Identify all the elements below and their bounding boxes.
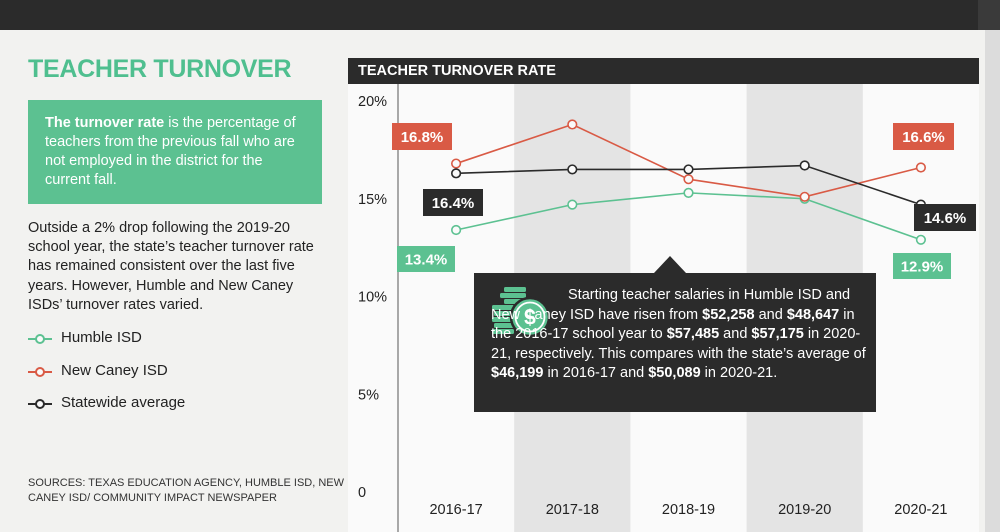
y-tick-label: 5% bbox=[358, 387, 379, 403]
value-tag-box bbox=[392, 123, 452, 150]
page-title: TEACHER TURNOVER bbox=[28, 55, 292, 83]
callout-text-segment: in 2016-17 and bbox=[543, 365, 649, 381]
callout-text-segment: Starting teacher salaries in Humble ISD … bbox=[491, 287, 851, 323]
callout-figure: $57,175 bbox=[751, 326, 804, 342]
x-tick-label: 2016-17 bbox=[429, 502, 482, 518]
callout-text-segment: in 2020-21, respectively. This compares … bbox=[491, 326, 866, 362]
value-tag-box bbox=[893, 253, 951, 279]
data-point bbox=[683, 174, 694, 185]
value-tag-label: 16.8% bbox=[401, 129, 444, 146]
data-point bbox=[915, 234, 927, 245]
data-point bbox=[567, 119, 578, 130]
value-tag-box bbox=[893, 123, 954, 150]
value-tag-label: 13.4% bbox=[405, 252, 448, 269]
x-tick-label: 2018-19 bbox=[662, 502, 715, 518]
data-point bbox=[451, 168, 462, 179]
callout-figure: $46,199 bbox=[491, 365, 544, 381]
data-point bbox=[799, 160, 810, 171]
value-tag-label: 14.6% bbox=[924, 210, 967, 227]
top-bar bbox=[0, 0, 1000, 30]
data-point bbox=[451, 224, 462, 236]
callout-text-segment: in 2020-21. bbox=[700, 365, 778, 381]
callout-figure: $48,647 bbox=[786, 306, 840, 323]
top-bar-stub bbox=[978, 0, 1000, 30]
definition-term: The turnover rate bbox=[45, 115, 165, 131]
data-point bbox=[799, 191, 810, 202]
intro-text: Outside a 2% drop following the 2019-20 … bbox=[28, 220, 314, 313]
callout-pointer bbox=[654, 256, 686, 273]
x-tick-label: 2020-21 bbox=[894, 502, 947, 518]
data-point bbox=[451, 158, 462, 169]
value-tag-box bbox=[423, 189, 483, 216]
money-icon: $ bbox=[492, 287, 550, 338]
callout-figure: $52,258 bbox=[702, 306, 755, 323]
y-tick-label: 20% bbox=[358, 94, 387, 110]
value-tag-label: 12.9% bbox=[901, 259, 944, 276]
svg-text:$: $ bbox=[524, 307, 536, 330]
callout-text-segment: in the 2016-17 school year to bbox=[491, 306, 855, 343]
callout-figure: $57,485 bbox=[666, 326, 720, 342]
data-point bbox=[683, 164, 694, 175]
legend-label-statewide: Statewide average bbox=[61, 394, 186, 411]
value-tag-label: 16.4% bbox=[432, 195, 475, 212]
chart-title: TEACHER TURNOVER RATE bbox=[348, 58, 979, 84]
callout-figure: $50,089 bbox=[648, 365, 701, 381]
legend-marker-statewide bbox=[28, 399, 52, 409]
value-tag-box bbox=[914, 204, 976, 231]
value-tag-box bbox=[397, 246, 455, 272]
data-point bbox=[567, 164, 578, 175]
y-tick-label: 10% bbox=[358, 290, 387, 306]
data-point bbox=[567, 199, 578, 210]
data-point bbox=[915, 162, 927, 173]
callout-text: Starting teacher salaries in Humble ISD … bbox=[491, 286, 867, 384]
value-tag-label: 16.6% bbox=[902, 129, 945, 146]
callout-text-segment: and bbox=[754, 306, 787, 323]
x-tick-label: 2017-18 bbox=[546, 502, 599, 518]
legend-label-new-caney: New Caney ISD bbox=[61, 361, 168, 379]
x-tick-label: 2019-20 bbox=[778, 502, 831, 518]
legend-label-humble: Humble ISD bbox=[61, 329, 142, 346]
definition-box: The turnover rate is the percentage of t… bbox=[28, 100, 322, 204]
sources-credit: SOURCES: TEXAS EDUCATION AGENCY, HUMBLE … bbox=[28, 477, 345, 504]
right-edge-bar bbox=[985, 30, 1000, 532]
y-tick-label: 0 bbox=[358, 485, 366, 501]
callout-text-segment: and bbox=[719, 326, 752, 342]
data-point bbox=[683, 187, 694, 198]
salary-callout: $ Starting teacher salaries in Humble IS… bbox=[474, 256, 876, 412]
definition-text: is the percentage of teachers from the p… bbox=[45, 115, 296, 188]
legend-marker-new-caney bbox=[28, 366, 52, 377]
y-tick-label: 15% bbox=[358, 192, 387, 208]
legend-marker-humble bbox=[28, 334, 52, 344]
